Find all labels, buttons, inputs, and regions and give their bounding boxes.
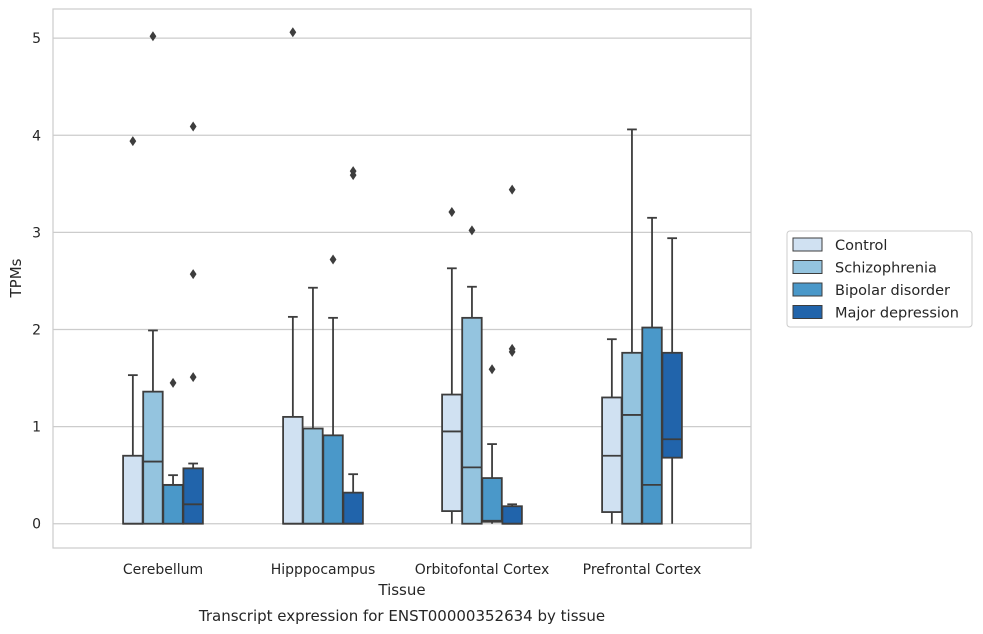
legend-label: Bipolar disorder — [835, 283, 950, 299]
box-iqr — [122, 454, 144, 525]
box-iqr — [142, 390, 164, 525]
outlier-point — [189, 269, 197, 280]
outlier-point — [349, 166, 357, 177]
box-iqr — [322, 434, 344, 525]
box-major-depression — [182, 121, 204, 525]
box-bipolar-disorder — [322, 254, 344, 525]
box-schizophrenia — [302, 286, 324, 525]
x-tick-label: Cerebellum — [123, 562, 203, 578]
legend-item: Control — [792, 237, 887, 254]
legend-swatch — [792, 260, 823, 274]
x-tick-label: Prefrontal Cortex — [583, 562, 702, 578]
box-iqr — [282, 415, 304, 525]
y-tick-label: 4 — [32, 128, 41, 144]
legend: Control Schizophrenia Bipolar disorder Majo… — [786, 230, 973, 328]
outlier-point — [508, 343, 516, 354]
y-tick-label: 0 — [32, 517, 41, 533]
box-control — [282, 27, 304, 525]
x-axis-label: Tissue — [377, 581, 425, 599]
outlier-point — [289, 27, 297, 38]
legend-swatch — [792, 305, 823, 319]
legend-frame — [786, 230, 973, 328]
plot-area-frame — [52, 8, 752, 549]
box-bipolar-disorder — [481, 364, 503, 524]
box-iqr — [302, 427, 324, 525]
legend-swatch — [792, 237, 823, 252]
x-tick-label: Hipppocampus — [271, 562, 376, 578]
outlier-point — [189, 372, 197, 383]
box-iqr — [162, 483, 184, 525]
chart-caption: Transcript expression for ENST0000035263… — [198, 607, 605, 625]
box-iqr — [601, 396, 623, 513]
box-control — [441, 206, 463, 524]
legend-label: Schizophrenia — [835, 261, 937, 277]
y-tick-label: 3 — [32, 225, 41, 241]
box-control — [122, 136, 144, 525]
box-iqr — [621, 351, 643, 525]
y-tick-label: 5 — [32, 31, 41, 47]
y-tick-label: 2 — [32, 322, 41, 338]
box-control — [601, 338, 623, 524]
box-iqr — [342, 491, 364, 525]
outlier-point — [149, 31, 157, 42]
box-iqr — [641, 326, 663, 525]
legend-label: Major depression — [835, 306, 959, 322]
outlier-point — [448, 206, 456, 217]
box-major-depression — [342, 166, 364, 525]
box-major-depression — [501, 184, 523, 525]
outlier-point — [329, 254, 337, 265]
outlier-point — [468, 225, 476, 236]
box-schizophrenia — [621, 128, 643, 525]
legend-swatch — [792, 282, 823, 297]
box-iqr — [661, 351, 683, 459]
legend-item: Bipolar disorder — [792, 282, 950, 299]
outlier-point — [508, 184, 516, 195]
box-iqr — [182, 467, 204, 525]
box-schizophrenia — [142, 31, 164, 525]
box-iqr — [501, 505, 523, 525]
legend-label: Control — [835, 238, 887, 254]
y-tick-label: 1 — [32, 420, 41, 436]
box-major-depression — [661, 237, 683, 524]
legend-item: Schizophrenia — [792, 260, 937, 277]
x-axis-ticks: Cerebellum Hipppocampus Orbitofontal Corte… — [123, 562, 701, 578]
outlier-point — [129, 136, 137, 147]
box-bipolar-disorder — [641, 216, 663, 525]
box-bipolar-disorder — [162, 377, 184, 525]
box-iqr — [441, 393, 463, 512]
y-axis-label: TPMs — [7, 258, 25, 298]
box-schizophrenia — [461, 225, 483, 525]
legend-item: Major depression — [792, 305, 959, 322]
box-series — [122, 27, 683, 525]
x-tick-label: Orbitofontal Cortex — [415, 562, 550, 578]
outlier-point — [169, 377, 177, 388]
outlier-point — [189, 121, 197, 132]
y-axis-ticks: 0 1 2 3 4 5 — [32, 31, 41, 533]
box-iqr — [461, 316, 483, 525]
outlier-point — [488, 364, 496, 375]
box-iqr — [481, 477, 503, 523]
